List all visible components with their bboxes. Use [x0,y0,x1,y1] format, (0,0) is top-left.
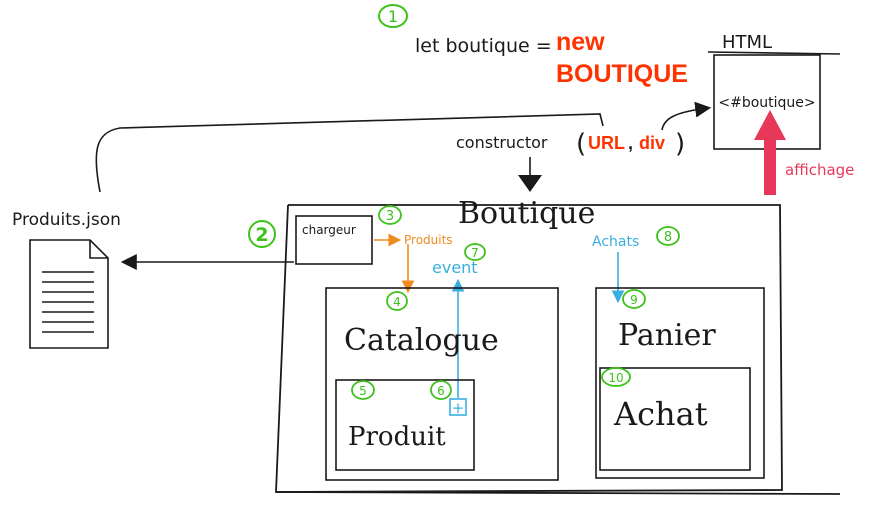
catalogue-label: Catalogue [344,323,499,358]
constructor-arg-div: div [639,133,665,153]
produits-flow-label: Produits [404,233,453,247]
constructor-open-paren: ( [576,129,586,159]
step4-number-circle [386,291,408,311]
step6-number-circle [430,380,452,400]
step4-number: 4 [393,295,401,309]
step9-number-circle [622,289,646,309]
boutique-box [275,204,783,493]
step1-number-circle [378,4,408,28]
produit-label: Produit [348,422,446,452]
html-selector: <#boutique> [718,95,815,111]
add-to-cart-button[interactable] [449,398,467,416]
panier-label: Panier [618,318,716,353]
step6-number: 6 [437,384,445,398]
step5-number: 5 [359,384,367,398]
catalogue-box [325,287,559,481]
step7-number-circle [464,243,486,261]
json-file-label: Produits.json [12,210,121,230]
step10-number-circle [601,367,631,387]
div-connector [661,101,712,131]
step3-number-circle [378,205,402,225]
step2-number: 2 [255,224,268,246]
step10-number: 10 [608,371,623,385]
url-connector [95,113,604,193]
constructor-arg-url: URL [588,133,625,153]
constructor-down-arrow [518,175,542,192]
achat-box [599,367,751,471]
step1-class-name: BOUTIQUE [556,60,688,88]
produit-box [335,379,475,471]
file-lines [42,271,94,333]
step2-number-circle [248,220,276,248]
step1-group: 1 let boutique = new BOUTIQUE [378,4,688,88]
constructor-group: constructor ( URL , div ) [95,101,712,193]
step7-number: 7 [471,246,479,260]
boutique-title: Boutique [458,196,595,231]
display-arrow [754,110,786,195]
chargeur-label: chargeur [302,223,356,237]
step3-number: 3 [386,209,394,224]
step8-number-circle [656,226,680,246]
achat-label: Achat [613,395,708,433]
step8-number: 8 [664,230,672,245]
step5-number-circle [351,380,375,400]
file-icon [29,239,109,349]
boutique-group: Boutique 2 chargeur 3 Produits 7 event A… [120,196,841,495]
panier-box [595,287,765,479]
event-flow-label: event [432,258,478,277]
json-file-group: Produits.json [12,210,121,349]
constructor-close-paren: ) [675,129,685,159]
achats-flow-label: Achats [592,234,639,250]
step1-code-prefix: let boutique = [415,35,552,57]
step1-keyword-new: new [556,28,605,56]
plus-icon: + [452,399,465,417]
chargeur-box [295,215,373,265]
constructor-comma: , [628,133,633,153]
html-box-title: HTML [722,32,772,53]
html-box-group: HTML <#boutique> affichage [707,32,854,195]
step1-number: 1 [388,7,398,26]
constructor-name: constructor [456,133,548,152]
step9-number: 9 [630,293,638,307]
display-label: affichage [785,161,854,179]
